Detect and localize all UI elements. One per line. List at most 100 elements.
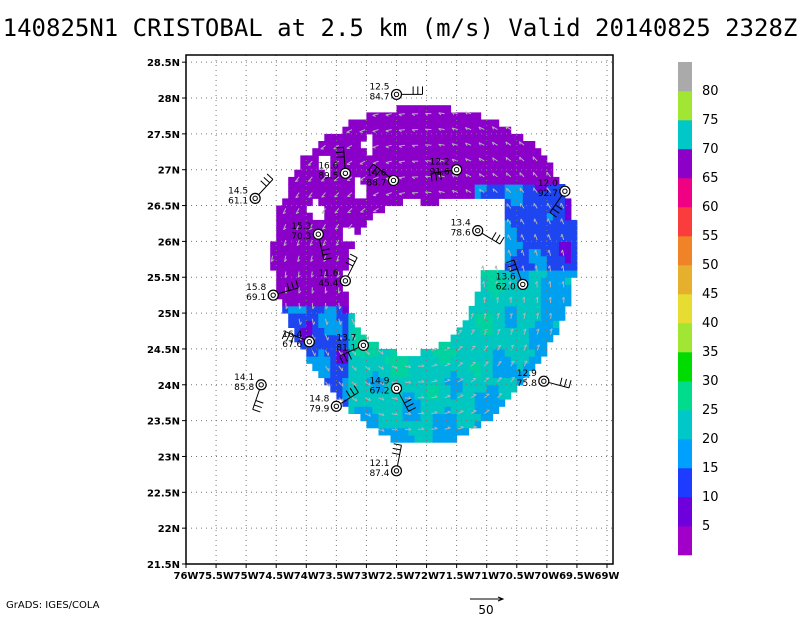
colorbar-swatch bbox=[678, 62, 692, 92]
colorbar-swatch bbox=[678, 410, 692, 440]
station-direction-label: 69.1 bbox=[246, 293, 266, 303]
station-marker: 14.185.8 bbox=[234, 373, 267, 413]
colorbar-swatch bbox=[678, 352, 692, 382]
colorbar-swatch bbox=[678, 178, 692, 208]
station-marker: 13.781.1 bbox=[336, 333, 370, 364]
y-tick-label: 25N bbox=[158, 309, 180, 320]
colorbar-label: 45 bbox=[702, 287, 719, 302]
station-marker: 13.478.6 bbox=[451, 219, 505, 245]
colorbar-swatch bbox=[678, 207, 692, 237]
x-tick-label: 74.5W bbox=[258, 571, 294, 582]
y-tick-label: 26.5N bbox=[147, 202, 180, 213]
station-marker: 11.645.4 bbox=[318, 253, 358, 289]
y-tick-label: 23.5N bbox=[147, 417, 180, 428]
colorbar-label: 10 bbox=[702, 490, 719, 505]
colorbar-swatch bbox=[678, 91, 692, 121]
x-tick-label: 73.5W bbox=[319, 571, 355, 582]
colorbar-label: 70 bbox=[702, 142, 719, 157]
station-direction-label: 87.4 bbox=[369, 469, 389, 479]
y-tick-label: 28.5N bbox=[147, 58, 180, 69]
y-tick-label: 21.5N bbox=[147, 560, 180, 571]
colorbar-label: 60 bbox=[702, 200, 719, 215]
station-marker: 14.967.2 bbox=[369, 376, 416, 412]
station-speed-label: 16.6 bbox=[318, 161, 338, 171]
station-marker: 13.662.0 bbox=[496, 259, 529, 292]
colorbar-label: 25 bbox=[702, 403, 719, 418]
x-tick-label: 71.5W bbox=[439, 571, 475, 582]
colorbar-label: 65 bbox=[702, 171, 719, 186]
station-direction-label: 45.4 bbox=[318, 279, 338, 289]
colorbar-swatch bbox=[678, 381, 692, 411]
x-tick-label: 75W bbox=[234, 571, 259, 582]
x-tick-label: 74W bbox=[294, 571, 319, 582]
chart-title: 140825N1 CRISTOBAL at 2.5 km (m/s) Valid… bbox=[2, 14, 798, 42]
station-direction-label: 70.3 bbox=[291, 232, 311, 242]
station-speed-label: 14.6 bbox=[366, 168, 386, 178]
vector-reference-label: 50 bbox=[478, 603, 493, 617]
credit-text: GrADS: IGES/COLA bbox=[6, 600, 100, 611]
station-direction-label: 62.0 bbox=[496, 282, 516, 292]
x-axis-ticks: 76W 75.5W 75W 74.5W 74W 73.5W 73W 72.5W 72W 71.5W… bbox=[174, 564, 620, 582]
station-direction-label: 92.7 bbox=[538, 189, 558, 199]
y-axis-ticks: 21.5N 22N 22.5N 23N 23.5N 24N 24.5N 25N 25.5N 26N… bbox=[147, 58, 186, 571]
y-tick-label: 22.5N bbox=[147, 488, 180, 499]
station-direction-label: 89.5 bbox=[318, 171, 338, 181]
colorbar-swatch bbox=[678, 439, 692, 469]
station-speed-label: 14.9 bbox=[369, 376, 389, 386]
colorbar-label: 5 bbox=[702, 519, 710, 534]
colorbar-label: 30 bbox=[702, 374, 719, 389]
station-speed-label: 14.1 bbox=[234, 373, 254, 383]
wind-speed-field bbox=[270, 105, 578, 443]
station-direction-label: 88.7 bbox=[366, 178, 386, 188]
x-tick-label: 72.5W bbox=[379, 571, 415, 582]
y-tick-label: 25.5N bbox=[147, 273, 180, 284]
x-tick-label: 76W bbox=[174, 571, 199, 582]
colorbar-label: 15 bbox=[702, 461, 719, 476]
station-marker: 15.370.3 bbox=[291, 222, 332, 261]
station-direction-label: 67.2 bbox=[369, 386, 389, 396]
station-markers: 12.584.7 14.561.1 16.689.5 14.688.7 12.291.6… bbox=[228, 82, 572, 479]
y-tick-label: 24.5N bbox=[147, 345, 180, 356]
station-speed-label: 11.6 bbox=[318, 269, 338, 279]
station-speed-label: 13.4 bbox=[451, 219, 471, 229]
colorbar: 5 10 15 20 25 30 35 40 45 50 55 60 65 70 75 80 bbox=[678, 62, 719, 556]
colorbar-label: 35 bbox=[702, 345, 719, 360]
colorbar-label: 20 bbox=[702, 432, 719, 447]
y-tick-label: 23N bbox=[158, 452, 180, 463]
station-direction-label: 79.9 bbox=[309, 404, 329, 414]
station-marker: 12.291.6 bbox=[430, 158, 463, 182]
station-marker: 14.688.7 bbox=[366, 163, 400, 188]
station-direction-label: 84.7 bbox=[369, 92, 389, 102]
colorbar-label: 55 bbox=[702, 229, 719, 244]
colorbar-swatch bbox=[678, 236, 692, 266]
station-marker: 12.975.8 bbox=[517, 369, 572, 389]
station-direction-label: 75.8 bbox=[517, 379, 537, 389]
vector-reference: 50 bbox=[470, 596, 505, 617]
station-speed-label: 12.1 bbox=[369, 459, 389, 469]
colorbar-swatch bbox=[678, 149, 692, 179]
x-tick-label: 73W bbox=[354, 571, 379, 582]
colorbar-swatch bbox=[678, 526, 692, 556]
y-tick-label: 26N bbox=[158, 237, 180, 248]
x-tick-label: 70W bbox=[534, 571, 559, 582]
station-marker: 15.869.1 bbox=[246, 280, 299, 303]
station-marker: 16.467.6 bbox=[281, 330, 315, 350]
station-direction-label: 91.6 bbox=[430, 168, 450, 178]
station-speed-label: 12.0 bbox=[538, 179, 558, 189]
plot-frame bbox=[185, 54, 614, 565]
station-speed-label: 14.8 bbox=[309, 394, 329, 404]
station-speed-label: 14.5 bbox=[228, 186, 248, 196]
station-speed-label: 15.3 bbox=[291, 222, 311, 232]
x-tick-label: 69W bbox=[595, 571, 620, 582]
y-tick-label: 28N bbox=[158, 94, 180, 105]
station-speed-label: 12.5 bbox=[369, 82, 389, 92]
station-speed-label: 13.7 bbox=[336, 333, 356, 343]
colorbar-swatch bbox=[678, 265, 692, 295]
station-speed-label: 12.9 bbox=[517, 369, 537, 379]
station-marker: 12.092.7 bbox=[538, 179, 571, 218]
station-direction-label: 78.6 bbox=[451, 229, 471, 239]
station-direction-label: 61.1 bbox=[228, 196, 248, 206]
station-marker: 12.187.4 bbox=[369, 443, 403, 479]
y-tick-label: 27.5N bbox=[147, 130, 180, 141]
